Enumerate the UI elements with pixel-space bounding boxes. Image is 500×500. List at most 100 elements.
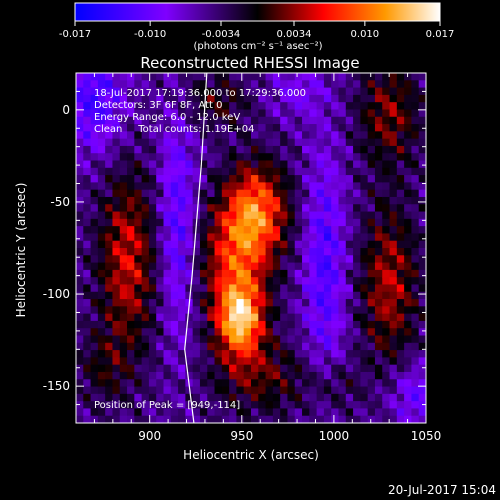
heatmap-cell: [207, 138, 216, 147]
heatmap-cell: [199, 87, 208, 96]
heatmap-cell: [265, 116, 274, 125]
heatmap-cell: [134, 401, 143, 410]
heatmap-cell: [345, 116, 354, 125]
heatmap-cell: [170, 248, 179, 256]
heatmap-cell: [236, 175, 245, 183]
heatmap-cell: [105, 357, 114, 366]
heatmap-cell: [229, 145, 238, 154]
heatmap-cell: [185, 357, 194, 366]
heatmap-cell: [345, 269, 354, 278]
heatmap-cell: [221, 371, 230, 380]
heatmap-cell: [156, 109, 165, 118]
heatmap-cell: [90, 124, 99, 132]
heatmap-cell: [199, 255, 208, 264]
heatmap-cell: [214, 393, 223, 402]
heatmap-cell: [214, 320, 223, 329]
heatmap-cell: [119, 335, 128, 344]
heatmap-cell: [418, 116, 426, 125]
heatmap-cell: [199, 262, 208, 271]
heatmap-cell: [338, 102, 347, 111]
heatmap-cell: [331, 284, 340, 293]
heatmap-cell: [287, 284, 296, 293]
heatmap-cell: [83, 350, 92, 358]
heatmap-cell: [185, 262, 194, 271]
heatmap-cell: [214, 371, 223, 380]
heatmap-cell: [76, 379, 84, 388]
heatmap-cell: [389, 182, 398, 191]
heatmap-cell: [294, 335, 303, 344]
heatmap-cell: [316, 262, 325, 271]
heatmap-cell: [353, 167, 361, 176]
heatmap-cell: [316, 196, 325, 205]
heatmap-cell: [331, 233, 340, 242]
heatmap-cell: [258, 189, 267, 198]
heatmap-cell: [309, 160, 318, 169]
heatmap-cell: [360, 153, 369, 162]
heatmap-cell: [360, 408, 369, 417]
heatmap-cell: [338, 175, 347, 183]
heatmap-cell: [90, 408, 99, 417]
heatmap-cell: [396, 357, 405, 366]
heatmap-cell: [302, 109, 310, 118]
heatmap-cell: [374, 262, 383, 271]
heatmap-cell: [221, 131, 230, 140]
heatmap-cell: [396, 218, 405, 227]
heatmap-cell: [382, 306, 391, 315]
heatmap-cell: [243, 218, 252, 227]
heatmap-cell: [90, 226, 99, 235]
heatmap-cell: [287, 291, 296, 300]
heatmap-cell: [97, 386, 106, 395]
heatmap-cell: [251, 226, 259, 235]
heatmap-cell: [207, 167, 216, 176]
heatmap-cell: [294, 255, 303, 264]
heatmap-cell: [316, 80, 325, 89]
heatmap-cell: [272, 255, 281, 264]
heatmap-cell: [170, 401, 179, 410]
heatmap-cell: [418, 94, 426, 103]
heatmap-cell: [97, 109, 106, 118]
heatmap-cell: [382, 371, 391, 380]
heatmap-cell: [345, 182, 354, 191]
heatmap-cell: [199, 175, 208, 183]
heatmap-cell: [251, 175, 259, 183]
heatmap-cell: [323, 73, 332, 81]
heatmap-cell: [309, 284, 318, 293]
heatmap-cell: [272, 350, 281, 358]
heatmap-cell: [367, 102, 376, 111]
heatmap-cell: [258, 233, 267, 242]
heatmap-cell: [389, 226, 398, 235]
heatmap-cell: [163, 386, 172, 395]
heatmap-cell: [272, 386, 281, 395]
heatmap-cell: [112, 350, 121, 358]
heatmap-cell: [345, 87, 354, 96]
heatmap-cell: [345, 167, 354, 176]
heatmap-cell: [338, 306, 347, 315]
heatmap-cell: [338, 262, 347, 271]
heatmap-cell: [309, 109, 318, 118]
heatmap-cell: [156, 73, 165, 81]
heatmap-cell: [294, 124, 303, 132]
heatmap-cell: [76, 226, 84, 235]
heatmap-cell: [229, 109, 238, 118]
heatmap-cell: [207, 182, 216, 191]
heatmap-cell: [353, 299, 361, 307]
heatmap-cell: [119, 131, 128, 140]
heatmap-cell: [127, 386, 135, 395]
heatmap-cell: [163, 189, 172, 198]
heatmap-cell: [382, 145, 391, 154]
heatmap-cell: [178, 357, 186, 366]
heatmap-cell: [382, 160, 391, 169]
heatmap-cell: [404, 218, 413, 227]
heatmap-cell: [207, 357, 216, 366]
heatmap-cell: [396, 109, 405, 118]
heatmap-cell: [141, 138, 150, 147]
heatmap-cell: [148, 226, 157, 235]
heatmap-cell: [251, 131, 259, 140]
heatmap-cell: [76, 109, 84, 118]
heatmap-cell: [374, 342, 383, 351]
heatmap-cell: [148, 73, 157, 81]
heatmap-cell: [192, 386, 201, 395]
heatmap-cell: [258, 175, 267, 183]
heatmap-cell: [374, 350, 383, 358]
heatmap-cell: [272, 335, 281, 344]
